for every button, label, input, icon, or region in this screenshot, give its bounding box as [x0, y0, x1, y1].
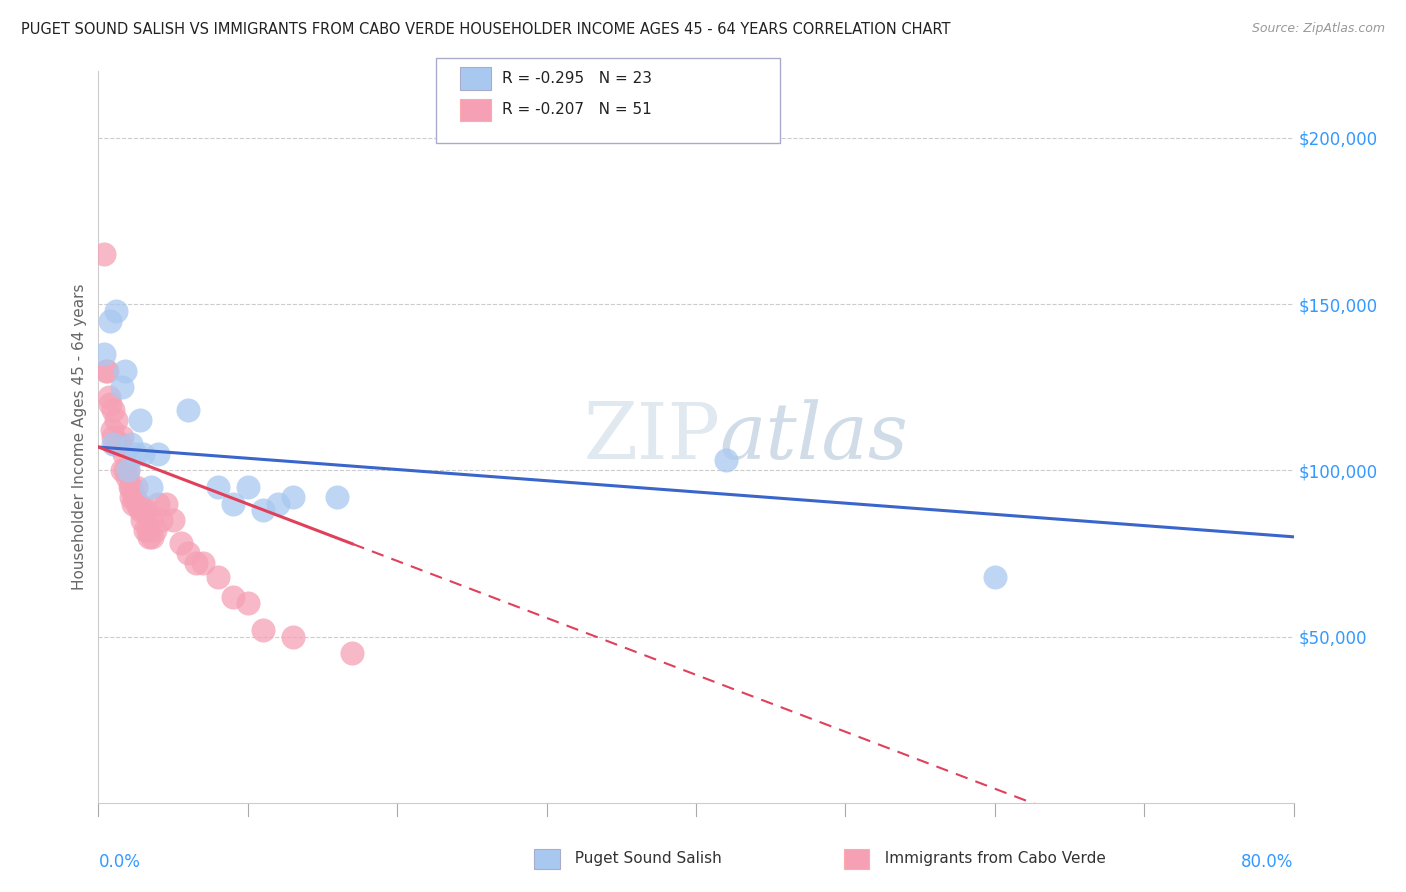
- Point: [103, 403, 125, 417]
- Point: [111, 430, 134, 444]
- Point: [131, 513, 153, 527]
- Point: [148, 497, 170, 511]
- Point: [114, 363, 136, 377]
- Point: [128, 497, 150, 511]
- Text: atlas: atlas: [720, 399, 908, 475]
- Point: [134, 523, 156, 537]
- Text: PUGET SOUND SALISH VS IMMIGRANTS FROM CABO VERDE HOUSEHOLDER INCOME AGES 45 - 64: PUGET SOUND SALISH VS IMMIGRANTS FROM CA…: [21, 22, 950, 37]
- Point: [125, 480, 148, 494]
- Point: [129, 503, 152, 517]
- Point: [103, 436, 125, 450]
- Point: [97, 390, 120, 404]
- Point: [143, 523, 166, 537]
- Point: [139, 480, 162, 494]
- Point: [98, 397, 122, 411]
- Text: R = -0.295   N = 23: R = -0.295 N = 23: [502, 71, 652, 86]
- Point: [111, 380, 134, 394]
- Point: [222, 590, 245, 604]
- Point: [281, 630, 304, 644]
- Text: ZIP: ZIP: [583, 400, 720, 475]
- Point: [93, 347, 115, 361]
- Point: [114, 463, 136, 477]
- Text: 0.0%: 0.0%: [98, 853, 141, 871]
- Point: [127, 497, 149, 511]
- Point: [169, 536, 191, 550]
- Text: 80.0%: 80.0%: [1241, 853, 1294, 871]
- Point: [177, 546, 200, 560]
- Text: Puget Sound Salish: Puget Sound Salish: [565, 851, 721, 865]
- Point: [94, 363, 117, 377]
- Point: [120, 436, 142, 450]
- Point: [132, 447, 155, 461]
- Point: [110, 436, 132, 450]
- Point: [103, 430, 125, 444]
- Point: [184, 557, 207, 571]
- Point: [132, 503, 155, 517]
- Point: [342, 646, 364, 660]
- Point: [207, 480, 229, 494]
- Point: [111, 463, 134, 477]
- Point: [117, 463, 139, 477]
- Point: [93, 247, 115, 261]
- Point: [138, 530, 160, 544]
- Point: [107, 436, 129, 450]
- Point: [108, 436, 131, 450]
- Y-axis label: Householder Income Ages 45 - 64 years: Householder Income Ages 45 - 64 years: [72, 284, 87, 591]
- Point: [118, 480, 141, 494]
- Point: [115, 470, 138, 484]
- Point: [120, 490, 142, 504]
- Point: [135, 503, 157, 517]
- Point: [267, 497, 290, 511]
- Point: [984, 570, 1007, 584]
- Point: [150, 513, 173, 527]
- Point: [252, 503, 274, 517]
- Point: [121, 497, 143, 511]
- Point: [98, 314, 122, 328]
- Point: [124, 490, 146, 504]
- Point: [162, 513, 184, 527]
- Text: Immigrants from Cabo Verde: Immigrants from Cabo Verde: [875, 851, 1105, 865]
- Text: Source: ZipAtlas.com: Source: ZipAtlas.com: [1251, 22, 1385, 36]
- Point: [177, 403, 200, 417]
- Point: [281, 490, 304, 504]
- Point: [120, 480, 142, 494]
- Point: [105, 413, 128, 427]
- Point: [105, 303, 128, 318]
- Point: [252, 623, 274, 637]
- Point: [141, 530, 163, 544]
- Point: [125, 447, 148, 461]
- Point: [191, 557, 214, 571]
- Point: [101, 424, 124, 438]
- Point: [96, 363, 118, 377]
- Point: [139, 513, 162, 527]
- Point: [112, 447, 135, 461]
- Point: [129, 413, 152, 427]
- Point: [222, 497, 245, 511]
- Point: [104, 436, 127, 450]
- Text: R = -0.207   N = 51: R = -0.207 N = 51: [502, 103, 652, 117]
- Point: [136, 523, 159, 537]
- Point: [326, 490, 349, 504]
- Point: [236, 596, 259, 610]
- Point: [155, 497, 177, 511]
- Point: [236, 480, 259, 494]
- Point: [207, 570, 229, 584]
- Point: [148, 447, 170, 461]
- Point: [714, 453, 737, 467]
- Point: [117, 463, 139, 477]
